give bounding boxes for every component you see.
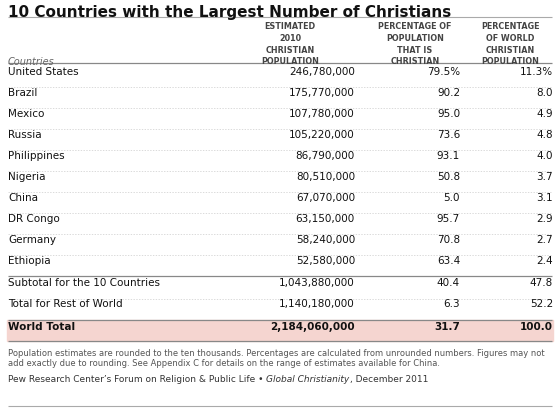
- Text: 90.2: 90.2: [437, 88, 460, 98]
- Text: Nigeria: Nigeria: [8, 172, 45, 182]
- Text: Total for Rest of World: Total for Rest of World: [8, 299, 123, 309]
- Text: 246,780,000: 246,780,000: [289, 67, 355, 77]
- Text: 3.1: 3.1: [536, 193, 553, 203]
- Text: PERCENTAGE
OF WORLD
CHRISTIAN
POPULATION: PERCENTAGE OF WORLD CHRISTIAN POPULATION: [480, 22, 539, 66]
- Text: 80,510,000: 80,510,000: [296, 172, 355, 182]
- Text: 86,790,000: 86,790,000: [296, 151, 355, 161]
- Text: 40.4: 40.4: [437, 278, 460, 288]
- Text: add exactly due to rounding. See Appendix C for details on the range of estimate: add exactly due to rounding. See Appendi…: [8, 359, 440, 368]
- Text: World Total: World Total: [8, 322, 75, 332]
- Text: 73.6: 73.6: [437, 130, 460, 140]
- Text: 47.8: 47.8: [530, 278, 553, 288]
- Text: 70.8: 70.8: [437, 235, 460, 245]
- Text: 93.1: 93.1: [437, 151, 460, 161]
- Text: China: China: [8, 193, 38, 203]
- Text: Mexico: Mexico: [8, 109, 44, 119]
- Text: Pew Research Center’s Forum on Religion & Public Life •: Pew Research Center’s Forum on Religion …: [8, 375, 267, 384]
- Text: 2.7: 2.7: [536, 235, 553, 245]
- Text: 50.8: 50.8: [437, 172, 460, 182]
- Text: Population estimates are rounded to the ten thousands. Percentages are calculate: Population estimates are rounded to the …: [8, 349, 545, 358]
- Text: 100.0: 100.0: [520, 322, 553, 332]
- Text: 31.7: 31.7: [434, 322, 460, 332]
- Text: 63,150,000: 63,150,000: [296, 214, 355, 224]
- Text: 6.3: 6.3: [444, 299, 460, 309]
- Text: Countries: Countries: [8, 57, 55, 67]
- Text: 4.9: 4.9: [536, 109, 553, 119]
- Text: Subtotal for the 10 Countries: Subtotal for the 10 Countries: [8, 278, 160, 288]
- Text: Germany: Germany: [8, 235, 56, 245]
- Text: Ethiopia: Ethiopia: [8, 256, 50, 266]
- Text: 95.0: 95.0: [437, 109, 460, 119]
- Text: 67,070,000: 67,070,000: [296, 193, 355, 203]
- Text: Brazil: Brazil: [8, 88, 38, 98]
- Text: 2,184,060,000: 2,184,060,000: [270, 322, 355, 332]
- Text: DR Congo: DR Congo: [8, 214, 60, 224]
- Text: 79.5%: 79.5%: [427, 67, 460, 77]
- Text: 10 Countries with the Largest Number of Christians: 10 Countries with the Largest Number of …: [8, 5, 451, 20]
- Text: 4.8: 4.8: [536, 130, 553, 140]
- Text: Philippines: Philippines: [8, 151, 64, 161]
- Text: 1,043,880,000: 1,043,880,000: [279, 278, 355, 288]
- Text: , December 2011: , December 2011: [349, 375, 428, 384]
- Text: 2.4: 2.4: [536, 256, 553, 266]
- Text: 105,220,000: 105,220,000: [290, 130, 355, 140]
- Text: PERCENTAGE OF
POPULATION
THAT IS
CHRISTIAN: PERCENTAGE OF POPULATION THAT IS CHRISTI…: [379, 22, 452, 66]
- Text: 4.0: 4.0: [536, 151, 553, 161]
- Text: 95.7: 95.7: [437, 214, 460, 224]
- Text: 52,580,000: 52,580,000: [296, 256, 355, 266]
- Text: 3.7: 3.7: [536, 172, 553, 182]
- Text: 2.9: 2.9: [536, 214, 553, 224]
- Text: 52.2: 52.2: [530, 299, 553, 309]
- Text: United States: United States: [8, 67, 78, 77]
- Bar: [7, 320, 553, 341]
- Text: ESTIMATED
2010
CHRISTIAN
POPULATION: ESTIMATED 2010 CHRISTIAN POPULATION: [261, 22, 319, 66]
- Text: Global Christianity: Global Christianity: [267, 375, 349, 384]
- Text: Russia: Russia: [8, 130, 41, 140]
- Text: 1,140,180,000: 1,140,180,000: [279, 299, 355, 309]
- Text: 107,780,000: 107,780,000: [290, 109, 355, 119]
- Text: 63.4: 63.4: [437, 256, 460, 266]
- Text: 8.0: 8.0: [536, 88, 553, 98]
- Text: 5.0: 5.0: [444, 193, 460, 203]
- Text: 175,770,000: 175,770,000: [289, 88, 355, 98]
- Text: 11.3%: 11.3%: [520, 67, 553, 77]
- Text: 58,240,000: 58,240,000: [296, 235, 355, 245]
